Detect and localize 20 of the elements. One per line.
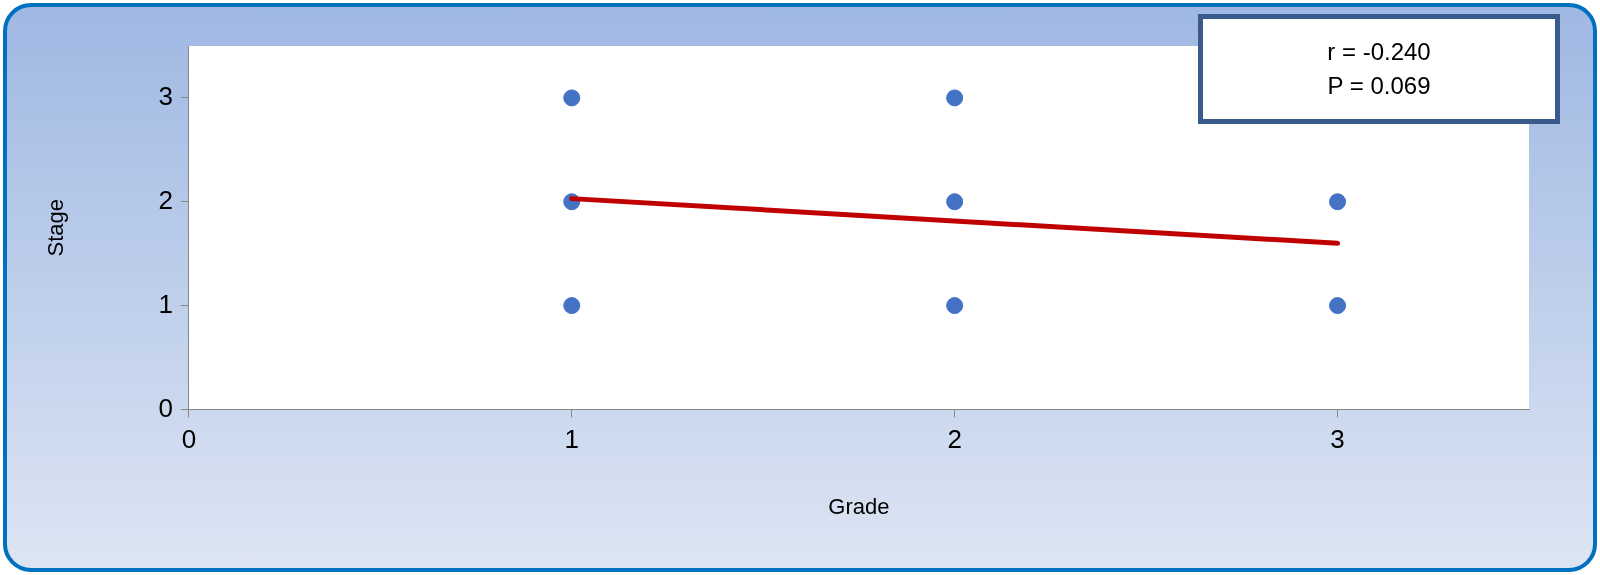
- y-tick-label: 0: [158, 392, 173, 423]
- point: [1329, 193, 1347, 211]
- y-tick-label: 1: [158, 288, 173, 319]
- point: [1329, 297, 1347, 315]
- x-tick-label: 0: [181, 424, 197, 455]
- point: [563, 89, 581, 107]
- y-axis-title: Stage: [43, 198, 69, 257]
- point: [946, 297, 964, 315]
- y-tick-label: 3: [158, 81, 173, 112]
- note-box: r = -0.240 P = 0.069: [1198, 14, 1560, 124]
- point: [946, 193, 964, 211]
- x-tick-label: 3: [1330, 424, 1345, 455]
- x-tick-label: 1: [564, 424, 579, 455]
- point: [946, 89, 964, 107]
- annotation: P = 0.069: [1327, 71, 1431, 101]
- point: [563, 297, 581, 315]
- x-tick-label: 2: [947, 424, 962, 455]
- annotation: r = -0.240: [1327, 37, 1431, 67]
- y-tick-label: 2: [158, 184, 173, 215]
- x-axis-title: Grade: [828, 493, 890, 519]
